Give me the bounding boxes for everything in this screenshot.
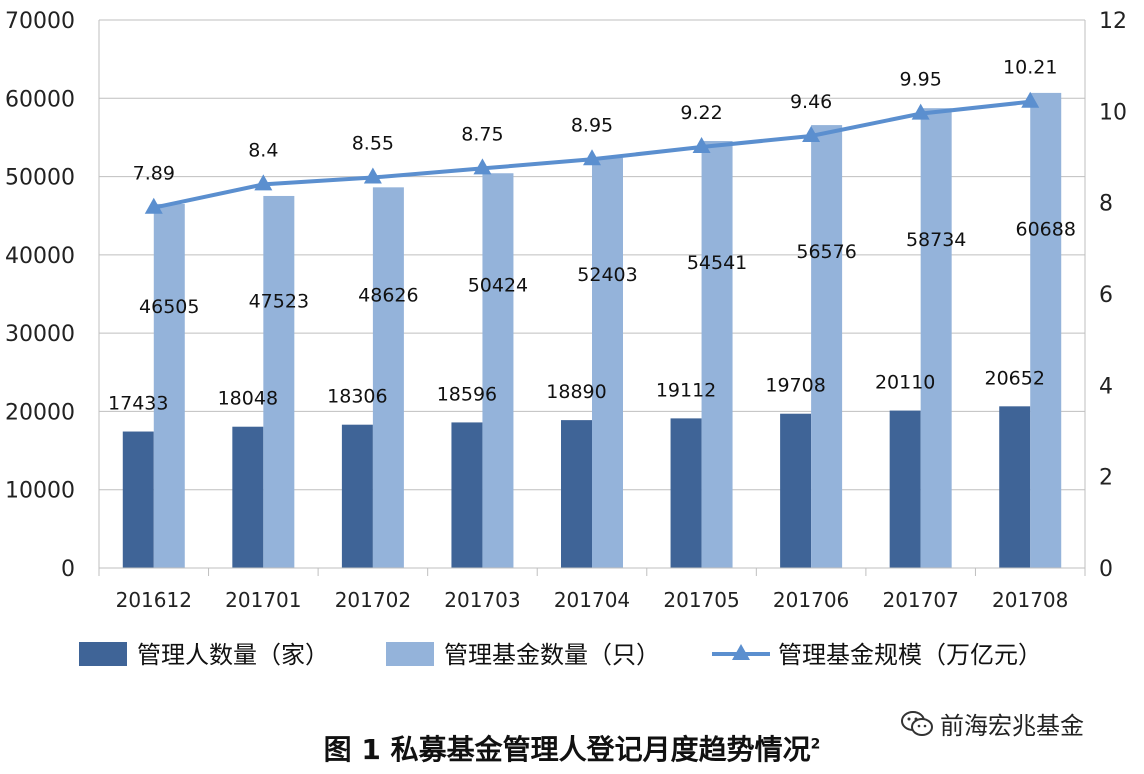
data-label-funds: 54541 [687,252,747,274]
x-tick-label: 201708 [992,588,1068,612]
y-right-tick-label: 8 [1099,192,1113,217]
data-label-scale: 8.75 [461,123,503,145]
x-tick-label: 201706 [773,588,849,612]
x-tick-label: 201703 [444,588,520,612]
line-point-marker [802,125,821,142]
bar-managers [451,422,483,568]
bars [122,92,1062,568]
bar-managers [232,426,264,568]
data-label-managers: 17433 [108,393,168,415]
x-tick-label: 201612 [116,588,192,612]
y-right-tick-label: 0 [1099,557,1113,582]
y-axis-left: 0 10000 20000 30000 40000 50000 60000 70000 [5,9,75,582]
x-tick-label: 201702 [335,588,411,612]
line-point-marker [692,136,711,153]
figure-title-superscript: 2 [810,736,821,753]
y-left-tick-label: 50000 [5,166,75,191]
x-tick-label: 201707 [882,588,958,612]
y-left-tick-label: 60000 [5,87,75,112]
legend-label-managers: 管理人数量（家） [137,641,329,669]
y-left-tick-label: 40000 [5,244,75,269]
bar-managers [341,424,373,568]
bar-managers [122,431,154,568]
x-axis: 201612 201701 201702 201703 201704 201705 2017… [98,567,1086,612]
bar-funds [811,125,843,568]
data-label-scale: 8.95 [571,114,613,136]
legend-marker-scale [732,644,750,660]
y-left-tick-label: 10000 [5,479,75,504]
legend-label-scale: 管理基金规模（万亿元） [778,641,1042,669]
data-label-funds: 60688 [1015,218,1075,240]
bar-funds [263,195,295,568]
figure-title: 图 1 私募基金管理人登记月度趋势情况2 [0,728,1144,768]
line-series [144,91,1040,214]
line-point-marker [1021,91,1040,108]
data-label-scale: 10.21 [1003,57,1057,79]
data-label-scale: 8.4 [248,139,278,161]
legend-swatch-managers [79,642,127,666]
data-label-funds: 48626 [358,285,418,307]
bar-funds [482,173,514,568]
line-point-marker [583,149,601,166]
y-axis-right: 0 2 4 6 8 10 12 [1099,9,1127,582]
data-label-funds: 50424 [468,275,528,297]
line-point-marker [363,167,382,184]
data-label-scale: 8.55 [352,133,394,155]
data-label-funds: 46505 [139,296,199,318]
data-label-scale: 9.46 [790,91,832,113]
line-point-marker [144,197,163,214]
bar-managers [670,418,702,568]
data-label-funds: 56576 [796,241,856,263]
wechat-icon [901,710,933,736]
data-label-funds: 52403 [577,264,637,286]
data-label-managers: 20110 [875,372,935,394]
legend-label-funds: 管理基金数量（只） [444,641,660,669]
chart: 0 10000 20000 30000 40000 50000 60000 70000 0 2 4… [5,9,1127,669]
bar-managers [780,413,812,568]
data-label-managers: 18890 [546,381,606,403]
figure-title-text: 图 1 私募基金管理人登记月度趋势情况 [323,733,811,766]
x-tick-label: 201701 [225,588,301,612]
legend-swatch-funds [386,642,434,666]
watermark: 前海宏兆基金 [900,706,1084,741]
bar-funds [1030,92,1062,568]
y-left-tick-label: 30000 [5,322,75,347]
data-label-funds: 58734 [906,229,966,251]
data-label-scale: 9.22 [680,102,722,124]
bar-managers [889,410,921,568]
y-right-tick-label: 12 [1099,9,1127,34]
data-labels: 17433 46505 18048 47523 18306 48626 18596 50424… [108,57,1076,415]
y-left-tick-label: 20000 [5,400,75,425]
watermark-text: 前海宏兆基金 [940,712,1084,740]
data-label-managers: 18048 [218,388,278,410]
bar-funds [153,203,185,568]
y-right-tick-label: 6 [1099,283,1113,308]
data-label-funds: 47523 [249,291,309,313]
data-label-managers: 18596 [437,383,497,405]
legend: 管理人数量（家） 管理基金数量（只） 管理基金规模（万亿元） [79,641,1042,669]
y-right-tick-label: 4 [1099,374,1113,399]
line-point-marker [473,158,492,175]
x-tick-label: 201705 [663,588,739,612]
bar-managers [999,406,1031,568]
bar-funds [701,141,733,568]
x-tick-label: 201704 [554,588,630,612]
bar-funds [920,108,952,568]
data-label-managers: 19708 [765,375,825,397]
y-right-tick-label: 10 [1099,100,1127,125]
line-point-marker [911,103,930,120]
data-label-managers: 19112 [656,379,716,401]
data-label-scale: 9.95 [900,69,942,91]
bar-funds [372,187,404,568]
bar-managers [561,420,592,568]
data-label-scale: 7.89 [133,163,175,185]
bar-funds [592,157,623,568]
y-left-tick-label: 70000 [5,9,75,34]
line-point-marker [254,174,273,191]
y-right-tick-label: 2 [1099,466,1113,491]
data-label-managers: 20652 [984,367,1044,389]
data-label-managers: 18306 [327,386,387,408]
y-left-tick-label: 0 [61,557,75,582]
